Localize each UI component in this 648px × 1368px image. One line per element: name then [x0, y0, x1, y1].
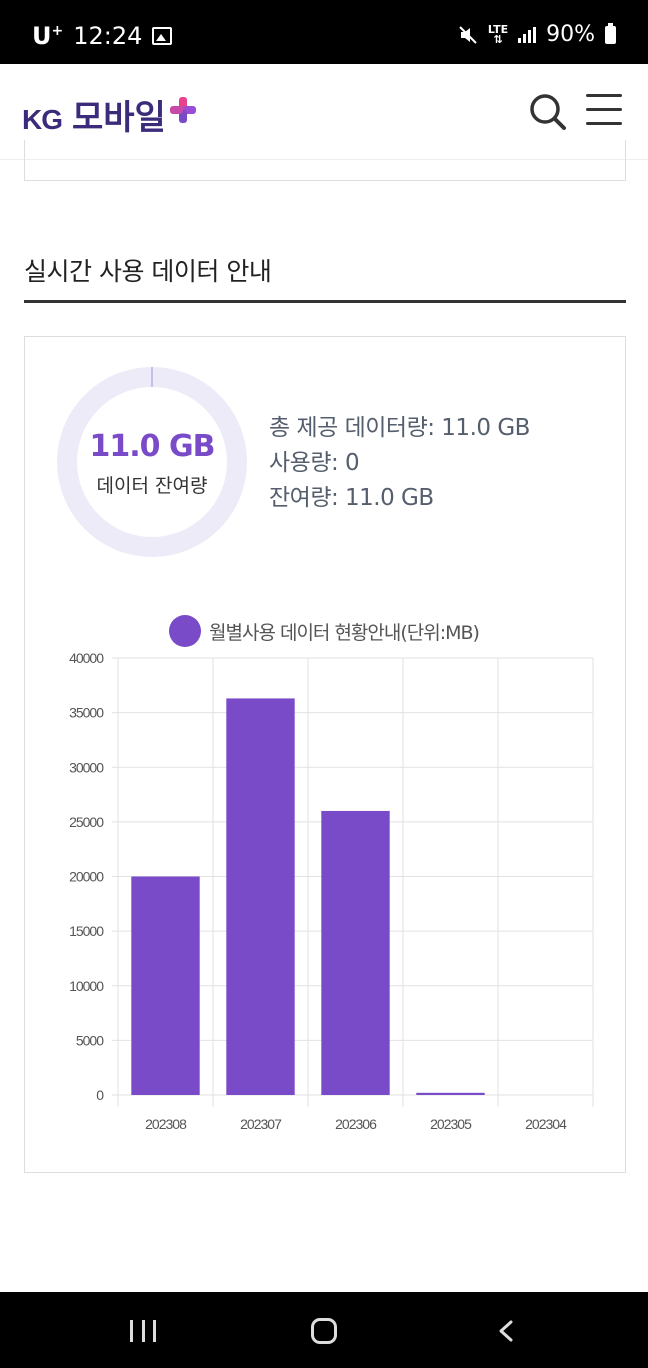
remaining-data-value: 11.0 GB	[89, 429, 216, 464]
site-header: KG 모바일	[0, 64, 648, 160]
y-tick-label: 30000	[69, 759, 104, 775]
y-tick-label: 5000	[76, 1032, 104, 1048]
bar-202308	[131, 876, 200, 1095]
section-divider	[24, 300, 626, 303]
x-tick-label: 202307	[240, 1116, 282, 1132]
y-tick-label: 10000	[69, 978, 104, 994]
lte-icon: LTE ⇅	[487, 22, 509, 46]
monthly-usage-bar-chart: 40000 35000 30000 25000 20000 15000 10000 5000 0…	[69, 650, 594, 1132]
kg-mobile-logo[interactable]: KG 모바일	[22, 90, 196, 139]
back-button[interactable]	[496, 1320, 518, 1342]
logo-plus-icon	[169, 97, 196, 123]
carrier-label: U+	[32, 22, 64, 50]
legend-label: 월별사용 데이터 현황안내(단위:MB)	[209, 621, 480, 644]
clock: 12:24	[73, 22, 143, 50]
usage-summary: 총 제공 데이터량: 11.0 GB 사용량: 0 잔여량: 11.0 GB	[269, 411, 530, 516]
search-button[interactable]	[528, 92, 568, 132]
y-tick-label: 25000	[69, 814, 104, 830]
remaining-data-line: 잔여량: 11.0 GB	[269, 485, 434, 511]
mute-vibrate-icon	[459, 25, 477, 44]
signal-icon	[518, 26, 537, 43]
battery-icon	[605, 22, 616, 44]
status-bar: U+ 12:24 LTE ⇅ 90%	[0, 0, 648, 64]
chart-legend[interactable]: 월별사용 데이터 현황안내(단위:MB)	[169, 615, 480, 647]
remaining-data-donut	[57, 367, 247, 557]
y-tick-label: 20000	[69, 869, 104, 885]
legend-swatch	[169, 615, 201, 647]
bar-202305	[416, 1092, 485, 1095]
previous-section-box	[24, 140, 626, 181]
x-tick-label: 202308	[145, 1116, 187, 1132]
menu-icon	[586, 94, 622, 97]
data-usage-card: 11.0 GB 데이터 잔여량 총 제공 데이터량: 11.0 GB 사용량: …	[24, 336, 626, 1173]
bar-202307	[226, 698, 295, 1095]
section-title: 실시간 사용 데이터 안내	[24, 257, 272, 286]
x-tick-label: 202306	[335, 1116, 377, 1132]
image-notification-icon	[152, 27, 173, 45]
battery-percent: 90%	[546, 22, 595, 47]
recent-apps-button[interactable]	[130, 1320, 156, 1342]
home-button[interactable]	[311, 1318, 337, 1344]
x-tick-label: 202305	[430, 1116, 472, 1132]
y-tick-label: 40000	[69, 650, 104, 666]
bar-202306	[321, 810, 390, 1095]
y-tick-label: 0	[96, 1087, 104, 1103]
y-tick-label: 35000	[69, 705, 104, 721]
hamburger-menu-button[interactable]	[586, 94, 626, 130]
search-icon	[530, 94, 566, 130]
x-tick-label: 202304	[525, 1116, 567, 1132]
total-data-line: 총 제공 데이터량: 11.0 GB	[269, 415, 530, 441]
y-tick-label: 15000	[69, 923, 104, 939]
used-data-line: 사용량: 0	[269, 450, 360, 476]
remaining-data-label: 데이터 잔여량	[96, 475, 208, 497]
android-nav-bar	[0, 1292, 648, 1368]
